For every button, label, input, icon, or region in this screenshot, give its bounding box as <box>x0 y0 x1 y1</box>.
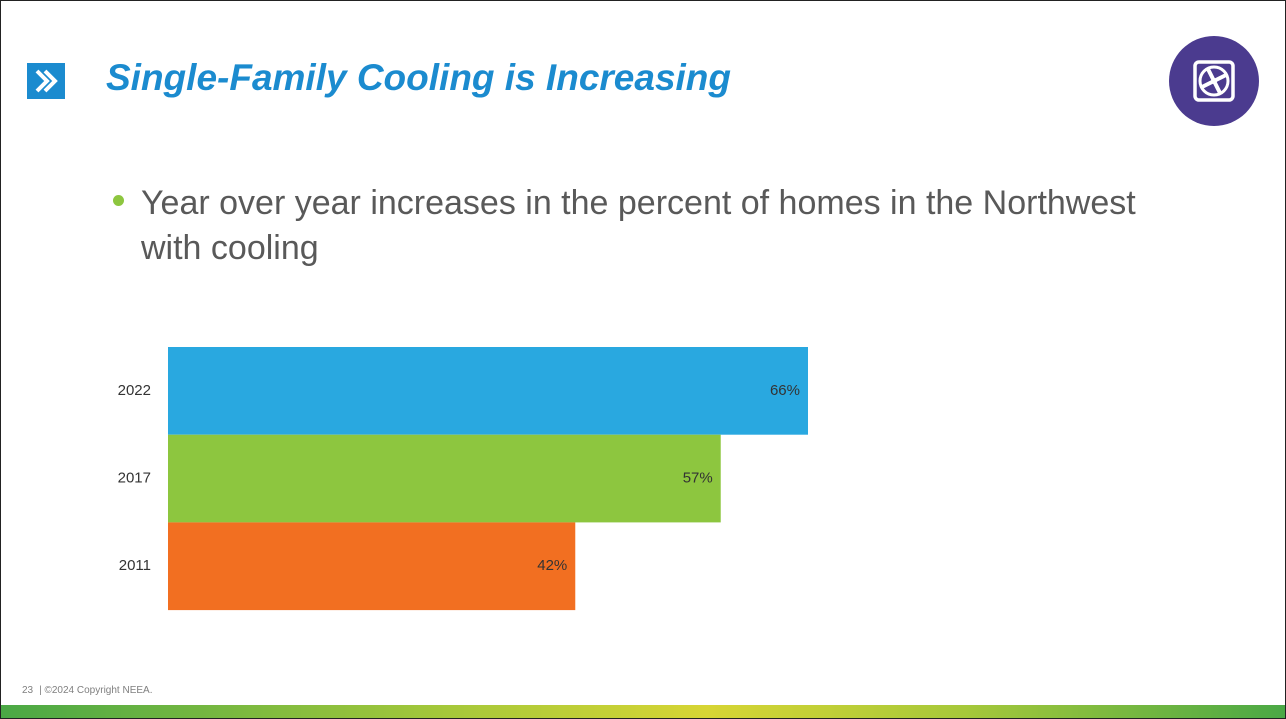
footer-band <box>1 705 1285 718</box>
category-label: 2017 <box>118 470 151 487</box>
copyright: | ©2024 Copyright NEEA. <box>39 685 153 696</box>
value-label: 57% <box>683 470 713 487</box>
slide-title: Single-Family Cooling is Increasing <box>106 57 732 98</box>
bar <box>168 522 576 611</box>
bar <box>168 434 721 523</box>
bullet-text: Year over year increases in the percent … <box>141 184 1136 267</box>
chart: 66% 2022 57% 2017 42% 2011 <box>118 347 808 611</box>
footer: 23 | ©2024 Copyright NEEA. <box>22 685 158 696</box>
value-label: 42% <box>537 557 567 574</box>
bullet-dot <box>113 195 124 206</box>
page-number: 23 <box>22 685 34 696</box>
bar <box>168 347 808 435</box>
category-label: 2011 <box>119 557 151 574</box>
fan-icon <box>1169 36 1259 126</box>
category-label: 2022 <box>118 382 151 399</box>
value-label: 66% <box>770 382 800 399</box>
section-icon <box>27 63 65 99</box>
